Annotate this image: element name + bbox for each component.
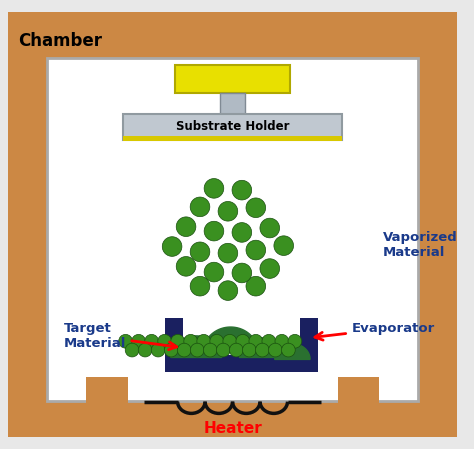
Circle shape <box>246 198 265 218</box>
Bar <box>165 318 182 372</box>
Bar <box>174 65 291 92</box>
Circle shape <box>204 262 224 282</box>
Bar <box>47 58 418 401</box>
Circle shape <box>249 335 263 348</box>
Circle shape <box>282 343 295 357</box>
Bar <box>123 114 342 140</box>
Circle shape <box>125 343 139 357</box>
Circle shape <box>132 335 146 348</box>
Circle shape <box>184 335 198 348</box>
Bar <box>86 377 128 437</box>
Circle shape <box>217 343 230 357</box>
Circle shape <box>138 343 152 357</box>
Circle shape <box>242 343 256 357</box>
Circle shape <box>203 343 217 357</box>
Text: Target
Material: Target Material <box>64 322 177 350</box>
Circle shape <box>232 180 252 200</box>
Circle shape <box>162 237 182 256</box>
Circle shape <box>260 259 280 278</box>
Text: Heater: Heater <box>203 421 262 436</box>
Bar <box>300 318 318 372</box>
Circle shape <box>190 197 210 217</box>
Polygon shape <box>171 336 222 357</box>
Circle shape <box>151 343 165 357</box>
Text: Chamber: Chamber <box>18 32 101 50</box>
Circle shape <box>190 242 210 262</box>
Polygon shape <box>275 344 310 359</box>
Circle shape <box>246 240 265 260</box>
Text: Evaporator: Evaporator <box>315 321 435 340</box>
Circle shape <box>275 335 289 348</box>
Text: Substrate: Substrate <box>0 448 1 449</box>
Circle shape <box>145 335 158 348</box>
Circle shape <box>223 335 237 348</box>
Bar <box>337 377 379 437</box>
Circle shape <box>197 335 210 348</box>
Circle shape <box>176 256 196 276</box>
Circle shape <box>164 343 178 357</box>
Circle shape <box>255 343 269 357</box>
Circle shape <box>236 335 250 348</box>
Circle shape <box>232 223 252 242</box>
Polygon shape <box>203 327 258 352</box>
Circle shape <box>232 263 252 283</box>
Circle shape <box>218 243 238 263</box>
Circle shape <box>204 221 224 241</box>
Circle shape <box>190 277 210 296</box>
Circle shape <box>246 277 265 296</box>
Text: Vaporized
Material: Vaporized Material <box>383 231 457 259</box>
Circle shape <box>176 217 196 237</box>
Circle shape <box>218 281 238 300</box>
Circle shape <box>229 343 243 357</box>
Circle shape <box>274 236 293 255</box>
Circle shape <box>260 218 280 238</box>
Circle shape <box>288 335 302 348</box>
Circle shape <box>118 335 132 348</box>
Polygon shape <box>239 338 286 357</box>
Text: Substrate Holder: Substrate Holder <box>176 120 289 133</box>
Circle shape <box>218 202 238 221</box>
Circle shape <box>158 335 172 348</box>
Text: Deposited
Thin Film: Deposited Thin Film <box>0 448 1 449</box>
Bar <box>123 136 342 141</box>
Circle shape <box>171 335 184 348</box>
Circle shape <box>204 179 224 198</box>
Bar <box>165 355 318 372</box>
Circle shape <box>262 335 276 348</box>
Circle shape <box>177 343 191 357</box>
Circle shape <box>191 343 204 357</box>
Circle shape <box>268 343 282 357</box>
Bar <box>220 92 246 114</box>
Circle shape <box>210 335 224 348</box>
